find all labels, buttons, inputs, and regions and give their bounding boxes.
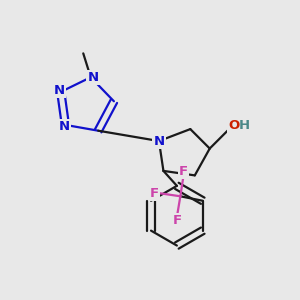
Text: F: F bbox=[150, 187, 159, 200]
Text: F: F bbox=[173, 214, 182, 227]
Text: N: N bbox=[153, 134, 164, 148]
Text: O: O bbox=[228, 119, 239, 132]
Text: H: H bbox=[239, 119, 250, 132]
Text: F: F bbox=[179, 165, 188, 178]
Text: N: N bbox=[88, 71, 99, 84]
Text: N: N bbox=[54, 84, 65, 97]
Text: N: N bbox=[58, 120, 70, 133]
